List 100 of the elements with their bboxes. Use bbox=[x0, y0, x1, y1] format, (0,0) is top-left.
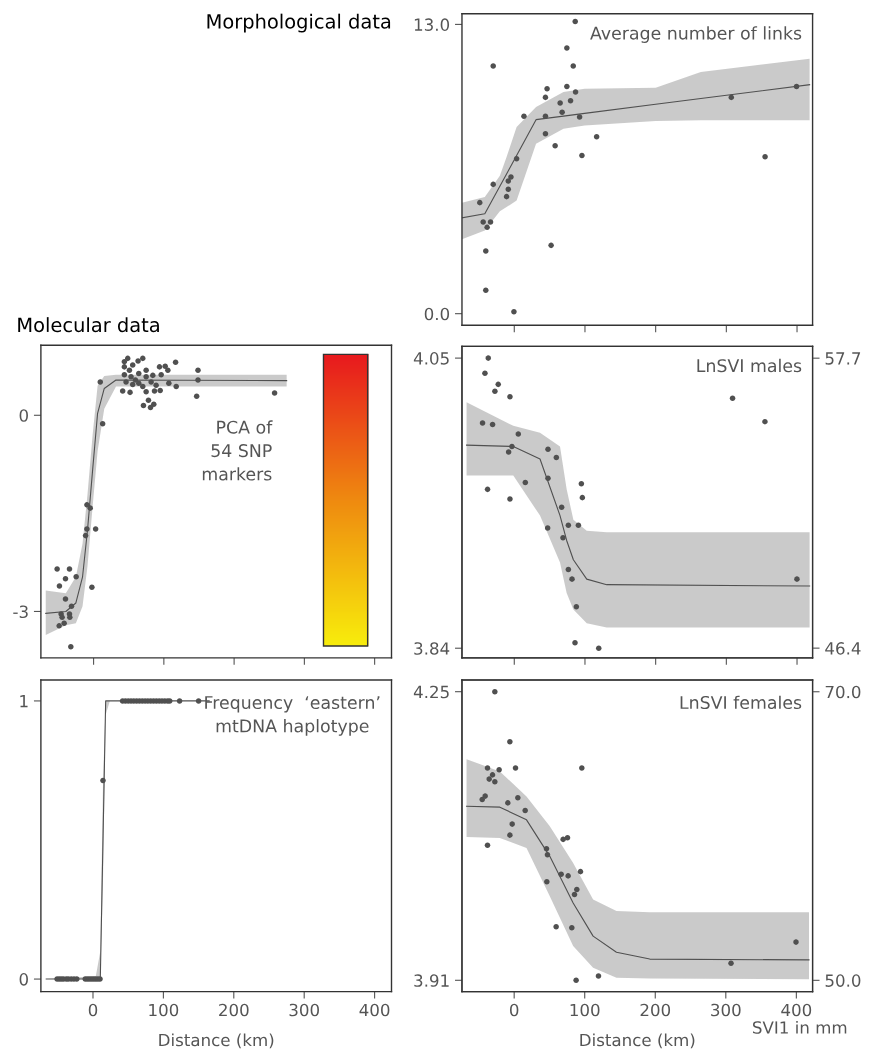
x-tick-label: 300 bbox=[711, 1003, 741, 1017]
point bbox=[565, 522, 572, 529]
point bbox=[762, 418, 768, 425]
x-tick-label: 300 bbox=[289, 1003, 319, 1017]
point bbox=[545, 475, 551, 482]
line-series bbox=[466, 444, 811, 587]
text: Average number of links bbox=[590, 26, 802, 43]
point bbox=[512, 765, 519, 771]
point bbox=[503, 193, 510, 200]
point bbox=[482, 793, 488, 799]
point bbox=[545, 446, 551, 453]
point bbox=[569, 576, 575, 582]
point bbox=[505, 186, 512, 193]
point bbox=[558, 504, 565, 511]
x-tick-label: 100 bbox=[149, 1003, 179, 1017]
point bbox=[509, 821, 515, 827]
point bbox=[595, 973, 602, 979]
point bbox=[564, 834, 571, 841]
point bbox=[195, 698, 202, 704]
point bbox=[544, 879, 550, 885]
point bbox=[729, 395, 736, 401]
point bbox=[513, 156, 520, 162]
point bbox=[479, 796, 485, 803]
point bbox=[578, 481, 585, 487]
point bbox=[565, 873, 571, 879]
point bbox=[508, 174, 514, 180]
x-tick-label: 400 bbox=[781, 1003, 812, 1017]
point bbox=[557, 100, 563, 106]
point bbox=[577, 868, 584, 875]
x-axis-title: Distance (km) bbox=[580, 1033, 695, 1049]
point bbox=[573, 604, 580, 610]
point bbox=[593, 134, 600, 140]
point bbox=[552, 142, 558, 149]
y-tick-label: -3 bbox=[13, 605, 28, 619]
point bbox=[553, 924, 559, 930]
point bbox=[544, 85, 550, 92]
x-tick-label: 100 bbox=[570, 1003, 600, 1017]
text: SVI1 in mm bbox=[752, 1020, 847, 1034]
x-tick-label: 400 bbox=[359, 1003, 390, 1017]
point bbox=[484, 842, 491, 849]
point bbox=[794, 576, 800, 582]
point bbox=[492, 688, 498, 695]
point bbox=[484, 765, 491, 771]
point bbox=[579, 152, 585, 159]
point bbox=[572, 18, 578, 25]
text: Frequency ‘eastern’ mtDNA haplotype bbox=[205, 696, 380, 736]
point bbox=[567, 97, 574, 104]
x-tick-label: 0 bbox=[509, 1003, 519, 1017]
point bbox=[579, 494, 586, 501]
point bbox=[100, 777, 106, 784]
point bbox=[558, 871, 564, 877]
point bbox=[544, 851, 551, 858]
point bbox=[496, 767, 502, 773]
y-tick-label: 1 bbox=[20, 695, 28, 708]
point bbox=[486, 776, 492, 782]
point bbox=[560, 534, 566, 541]
point bbox=[579, 765, 585, 771]
text: Morphological data bbox=[207, 13, 391, 33]
point bbox=[542, 113, 549, 120]
point bbox=[480, 219, 486, 225]
text: LnSVI females bbox=[680, 695, 802, 710]
point bbox=[564, 45, 570, 51]
point bbox=[515, 431, 522, 437]
point bbox=[515, 795, 521, 801]
point bbox=[492, 388, 498, 395]
x-axis-title: Distance (km) bbox=[159, 1033, 274, 1049]
point bbox=[553, 454, 560, 461]
x-tick-label: 200 bbox=[640, 1003, 671, 1017]
line-series bbox=[461, 84, 811, 219]
point bbox=[495, 381, 502, 388]
point bbox=[565, 566, 572, 573]
point bbox=[176, 698, 183, 704]
point bbox=[507, 496, 513, 502]
text: Molecular data bbox=[18, 317, 159, 333]
point bbox=[487, 219, 494, 225]
point bbox=[509, 443, 515, 450]
point bbox=[489, 421, 496, 428]
y-tick-label: 4.05 bbox=[413, 352, 449, 365]
x-tick-label: 0 bbox=[88, 1003, 98, 1017]
point bbox=[505, 800, 511, 806]
point bbox=[572, 89, 579, 95]
text: PCA of 54 SNP markers bbox=[202, 420, 273, 481]
point bbox=[522, 807, 528, 814]
point bbox=[595, 645, 602, 651]
point bbox=[576, 114, 583, 120]
point bbox=[574, 886, 580, 893]
y2-tick-label: 50.0 bbox=[825, 974, 861, 987]
point bbox=[507, 394, 513, 400]
point bbox=[548, 242, 554, 249]
point bbox=[482, 370, 488, 377]
point bbox=[483, 287, 489, 294]
point bbox=[492, 778, 498, 785]
y-tick-label: 0 bbox=[19, 973, 28, 986]
point bbox=[511, 308, 517, 315]
point bbox=[542, 94, 549, 101]
y2-tick-label: 57.7 bbox=[825, 352, 861, 365]
point bbox=[483, 248, 489, 254]
point bbox=[569, 924, 575, 931]
point bbox=[477, 199, 483, 206]
point bbox=[521, 113, 527, 120]
